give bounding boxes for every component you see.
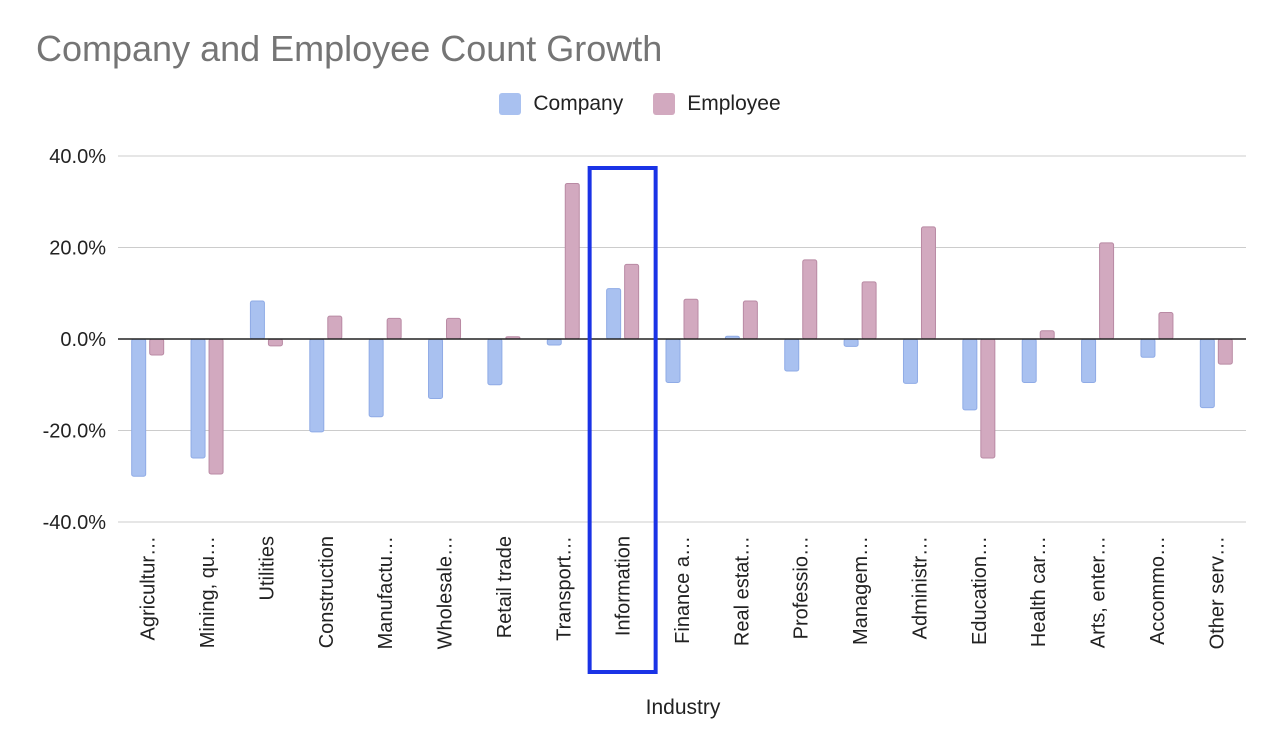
- bar-company: [368, 338, 384, 418]
- x-tick-label: Utilities: [256, 536, 278, 600]
- bar-company: [784, 338, 800, 372]
- x-tick-label: Information: [613, 536, 635, 636]
- x-tick-label: Real estat…: [731, 536, 753, 646]
- x-tick-label: Other serv…: [1206, 536, 1228, 649]
- bar-company: [962, 338, 978, 411]
- bar-employee: [980, 338, 996, 459]
- x-tick-label: Retail trade: [494, 536, 516, 638]
- bar-employee: [446, 317, 462, 340]
- bar-employee: [386, 317, 402, 340]
- y-tick-label: 0.0%: [60, 329, 106, 351]
- bar-company: [428, 338, 444, 399]
- x-tick-label: Accommo…: [1147, 536, 1169, 645]
- x-tick-label: Transport…: [553, 536, 575, 641]
- y-tick-label: 40.0%: [49, 146, 106, 168]
- bar-employee: [1099, 242, 1115, 340]
- legend-label-company: Company: [533, 92, 624, 115]
- x-tick-label: Administr…: [909, 536, 931, 639]
- legend-swatch-employee: [653, 93, 676, 115]
- bar-company: [665, 338, 681, 383]
- bar-company: [487, 338, 503, 386]
- x-tick-label: Education…: [969, 536, 991, 645]
- bar-employee: [920, 226, 936, 340]
- x-axis-label: Industry: [645, 696, 721, 719]
- bar-company: [1081, 338, 1097, 383]
- bar-company: [546, 338, 562, 346]
- y-tick-label: -40.0%: [43, 512, 107, 534]
- y-tick-label: -20.0%: [43, 421, 107, 443]
- x-tick-label: Arts, enter…: [1088, 536, 1110, 648]
- bar-company: [190, 338, 206, 459]
- legend-swatch-company: [499, 93, 522, 115]
- x-tick-label: Construction: [316, 536, 338, 648]
- legend: Company Employee: [0, 92, 1280, 116]
- bar-employee: [327, 315, 343, 340]
- legend-item-employee[interactable]: Employee: [653, 92, 781, 116]
- bar-company: [131, 338, 147, 477]
- bar-employee: [742, 300, 758, 340]
- x-tick-label: Finance a…: [672, 536, 694, 644]
- bar-company: [1199, 338, 1215, 409]
- bar-employee: [149, 338, 165, 356]
- x-tick-label: Managem…: [850, 536, 872, 645]
- bar-company: [606, 288, 622, 340]
- bar-employee: [683, 298, 699, 340]
- bar-employee: [861, 281, 877, 340]
- bar-company: [1021, 338, 1037, 383]
- bar-company: [1140, 338, 1156, 358]
- x-tick-label: Health car…: [1028, 536, 1050, 647]
- bar-employee: [802, 259, 818, 340]
- bar-company: [309, 338, 325, 433]
- bar-employee: [208, 338, 224, 475]
- x-tick-label: Mining, qu…: [197, 536, 219, 648]
- x-tick-label: Wholesale…: [435, 536, 457, 649]
- x-tick-label: Manufactu…: [375, 536, 397, 649]
- bar-company: [843, 338, 859, 347]
- bar-employee: [624, 263, 640, 340]
- highlight-box: [587, 166, 658, 674]
- bar-company: [249, 300, 265, 340]
- bar-employee: [1217, 338, 1233, 365]
- chart-title: Company and Employee Count Growth: [36, 28, 663, 69]
- x-tick-label: Agricultur…: [138, 536, 160, 640]
- bar-employee: [1158, 311, 1174, 340]
- bar-employee: [267, 338, 283, 347]
- x-tick-label: Professio…: [791, 536, 813, 639]
- bar-company: [902, 338, 918, 384]
- bar-employee: [1039, 330, 1055, 340]
- bar-employee: [564, 182, 580, 340]
- y-tick-label: 20.0%: [49, 238, 106, 260]
- legend-item-company[interactable]: Company: [499, 92, 623, 116]
- legend-label-employee: Employee: [687, 92, 781, 115]
